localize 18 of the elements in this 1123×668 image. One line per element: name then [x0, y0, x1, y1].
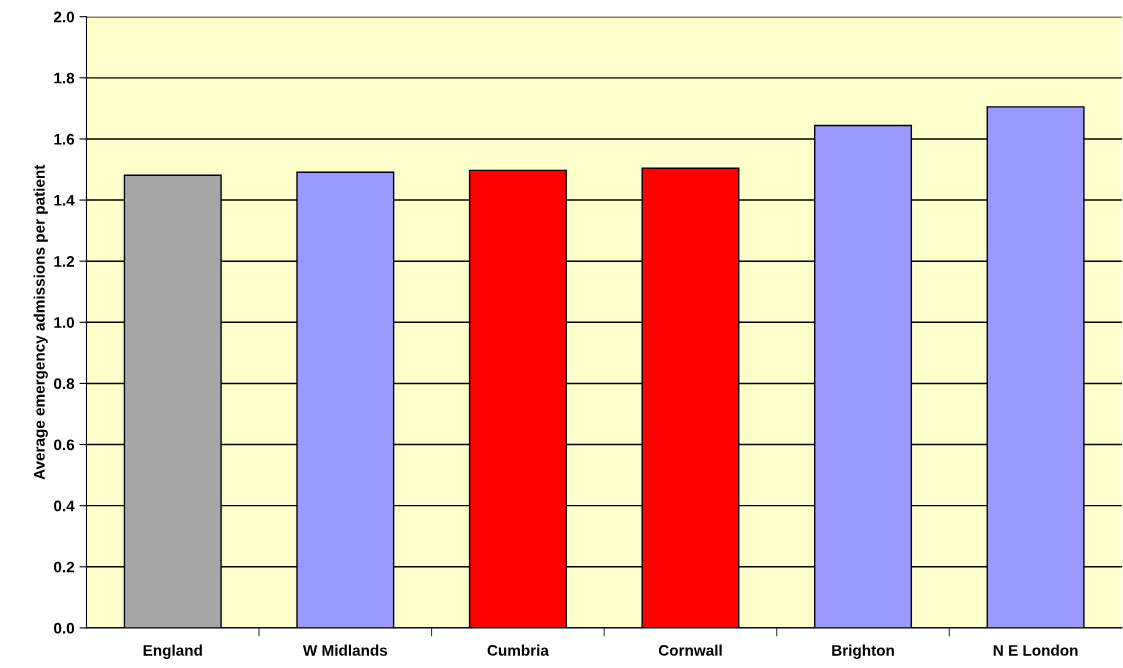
x-tick-label: Cumbria: [487, 644, 549, 656]
x-tick-label: W Midlands: [302, 644, 388, 656]
y-tick-label: 1.6: [54, 133, 75, 145]
x-tick-label: England: [143, 644, 202, 659]
y-tick-label: 0.6: [54, 439, 75, 451]
y-tick-label: 1.4: [54, 195, 75, 206]
x-tick-label: N E London: [993, 644, 1078, 656]
y-tick-label: 0.8: [54, 378, 75, 390]
x-tick-label: Brighton: [832, 644, 894, 659]
y-tick-label: 2.0: [53, 11, 75, 23]
y-tick-label: 0.4: [54, 500, 75, 512]
y-tick-label: 1.8: [54, 72, 75, 84]
y-tick-label: 1.2: [54, 256, 75, 267]
y-axis-title: Average emergency admissions per patient: [33, 164, 48, 480]
x-tick-label: Cornwall: [658, 644, 722, 656]
y-tick-label: 1.0: [54, 317, 75, 328]
y-tick-label: 0.2: [54, 561, 75, 573]
y-tick-label: 0.0: [54, 622, 75, 634]
